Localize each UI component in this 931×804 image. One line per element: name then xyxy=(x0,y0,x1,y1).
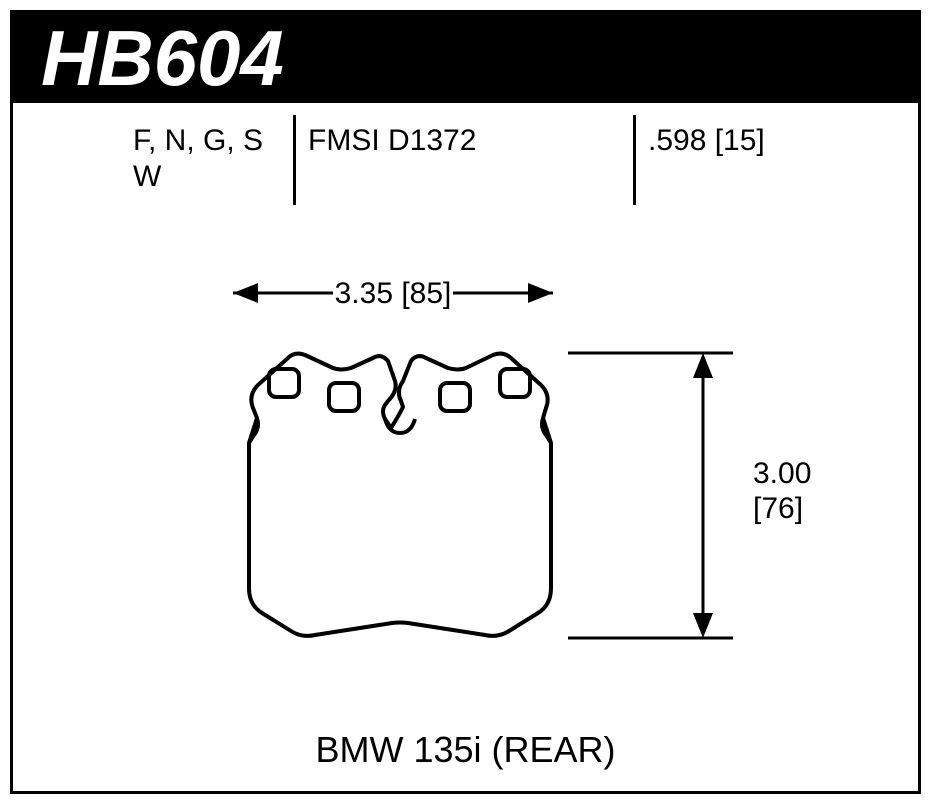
diagram-area: 3.35 [85] xyxy=(13,223,918,743)
brake-pad-shape xyxy=(249,354,551,636)
height-dimension: 3.00 [76] xyxy=(568,353,811,638)
divider-2 xyxy=(633,115,636,205)
width-dim-text: 3.35 [85] xyxy=(335,277,452,310)
height-dim-text-1: 3.00 xyxy=(753,457,811,490)
width-dimension: 3.35 [85] xyxy=(233,277,553,310)
spec-row: F, N, G, S W FMSI D1372 .598 [15] xyxy=(13,113,918,213)
outer-frame: HB604 F, N, G, S W FMSI D1372 .598 [15] … xyxy=(10,10,921,794)
part-number: HB604 xyxy=(41,13,284,104)
divider-1 xyxy=(293,115,296,205)
thickness-cell: .598 [15] xyxy=(648,123,765,159)
compounds-cell: F, N, G, S W xyxy=(133,123,263,195)
compounds-line1: F, N, G, S xyxy=(133,123,263,159)
diagram-svg: 3.35 [85] xyxy=(13,223,924,743)
application-label: BMW 135i (REAR) xyxy=(13,729,918,771)
compounds-line2: W xyxy=(133,159,263,195)
header-bar: HB604 xyxy=(13,13,918,103)
height-dim-text-2: [76] xyxy=(753,492,803,525)
fmsi-cell: FMSI D1372 xyxy=(308,123,476,159)
